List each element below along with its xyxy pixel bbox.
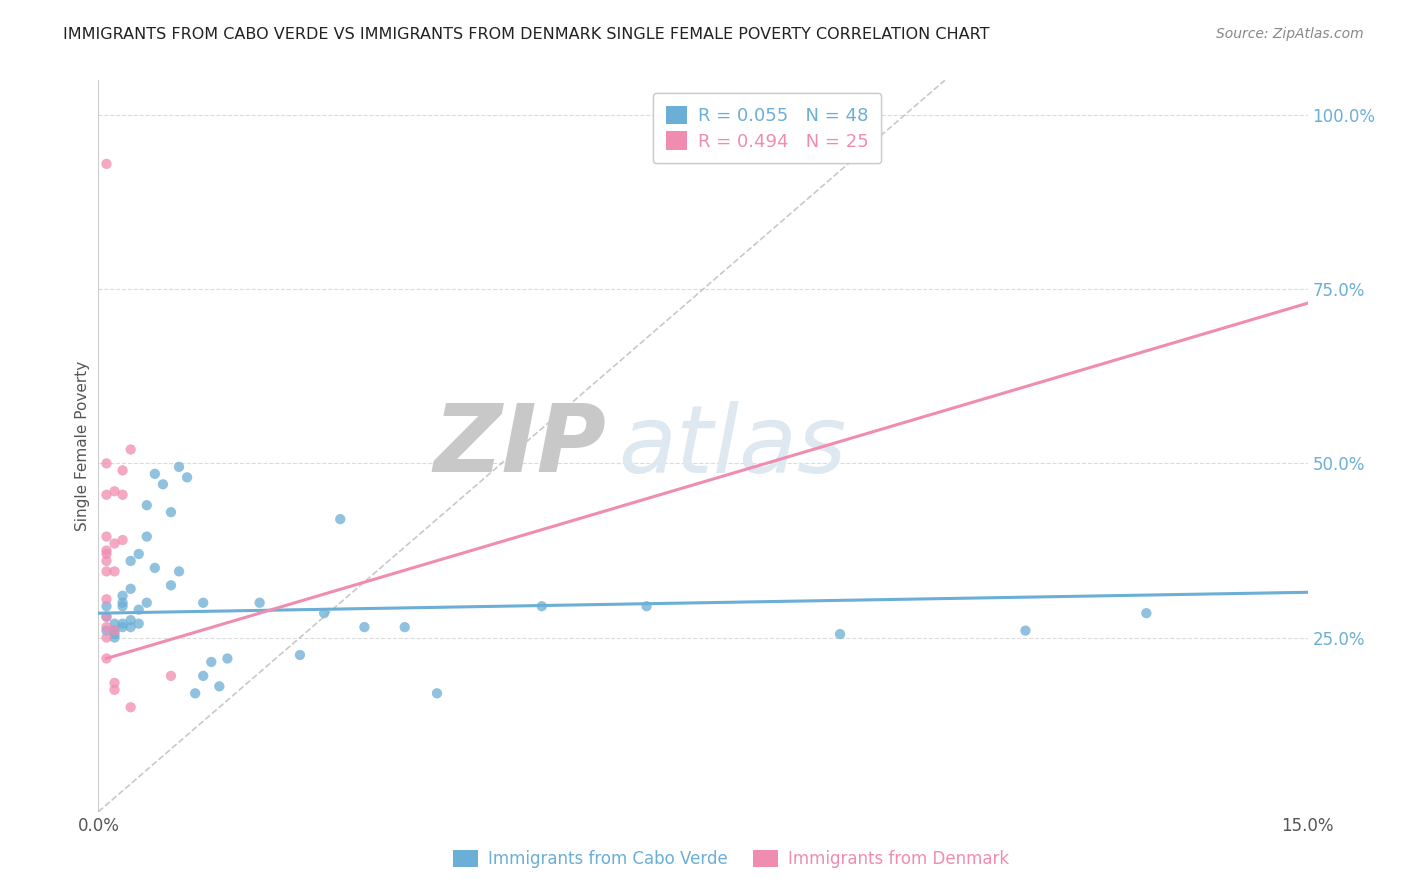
- Point: [160, 578, 183, 592]
- Point: [96, 592, 118, 607]
- Point: [329, 512, 352, 526]
- Point: [135, 498, 157, 512]
- Point: [96, 565, 118, 579]
- Point: [103, 565, 125, 579]
- Point: [120, 700, 142, 714]
- Point: [103, 631, 125, 645]
- Point: [111, 589, 134, 603]
- Point: [111, 533, 134, 547]
- Point: [103, 616, 125, 631]
- Point: [143, 467, 166, 481]
- Point: [120, 442, 142, 457]
- Point: [217, 651, 239, 665]
- Point: [353, 620, 375, 634]
- Point: [96, 599, 118, 614]
- Point: [96, 530, 118, 544]
- Point: [96, 609, 118, 624]
- Point: [636, 599, 658, 614]
- Point: [103, 624, 125, 638]
- Y-axis label: Single Female Poverty: Single Female Poverty: [75, 361, 90, 531]
- Point: [96, 624, 118, 638]
- Point: [1014, 624, 1036, 638]
- Point: [128, 616, 150, 631]
- Point: [176, 470, 198, 484]
- Point: [167, 565, 190, 579]
- Point: [1135, 606, 1157, 620]
- Text: Source: ZipAtlas.com: Source: ZipAtlas.com: [1216, 27, 1364, 41]
- Text: atlas: atlas: [619, 401, 846, 491]
- Point: [103, 627, 125, 641]
- Point: [167, 459, 190, 474]
- Point: [314, 606, 336, 620]
- Point: [96, 488, 118, 502]
- Point: [120, 620, 142, 634]
- Point: [96, 547, 118, 561]
- Point: [160, 505, 183, 519]
- Point: [96, 631, 118, 645]
- Point: [96, 157, 118, 171]
- Point: [96, 457, 118, 471]
- Point: [96, 620, 118, 634]
- Point: [120, 582, 142, 596]
- Point: [103, 484, 125, 499]
- Point: [103, 682, 125, 697]
- Point: [120, 554, 142, 568]
- Point: [394, 620, 416, 634]
- Point: [111, 599, 134, 614]
- Point: [96, 543, 118, 558]
- Point: [249, 596, 271, 610]
- Point: [96, 609, 118, 624]
- Point: [103, 676, 125, 690]
- Point: [200, 655, 222, 669]
- Point: [193, 596, 215, 610]
- Point: [128, 603, 150, 617]
- Point: [828, 627, 851, 641]
- Point: [111, 488, 134, 502]
- Point: [208, 679, 231, 693]
- Point: [193, 669, 215, 683]
- Text: ZIP: ZIP: [433, 400, 606, 492]
- Text: IMMIGRANTS FROM CABO VERDE VS IMMIGRANTS FROM DENMARK SINGLE FEMALE POVERTY CORR: IMMIGRANTS FROM CABO VERDE VS IMMIGRANTS…: [63, 27, 990, 42]
- Point: [111, 596, 134, 610]
- Legend: Immigrants from Cabo Verde, Immigrants from Denmark: Immigrants from Cabo Verde, Immigrants f…: [447, 843, 1015, 875]
- Point: [111, 620, 134, 634]
- Point: [426, 686, 449, 700]
- Point: [135, 596, 157, 610]
- Legend: R = 0.055   N = 48, R = 0.494   N = 25: R = 0.055 N = 48, R = 0.494 N = 25: [652, 93, 882, 163]
- Point: [96, 554, 118, 568]
- Point: [184, 686, 207, 700]
- Point: [152, 477, 174, 491]
- Point: [135, 530, 157, 544]
- Point: [96, 651, 118, 665]
- Point: [160, 669, 183, 683]
- Point: [103, 536, 125, 550]
- Point: [128, 547, 150, 561]
- Point: [288, 648, 311, 662]
- Point: [111, 463, 134, 477]
- Point: [103, 624, 125, 638]
- Point: [111, 616, 134, 631]
- Point: [120, 613, 142, 627]
- Point: [530, 599, 553, 614]
- Point: [143, 561, 166, 575]
